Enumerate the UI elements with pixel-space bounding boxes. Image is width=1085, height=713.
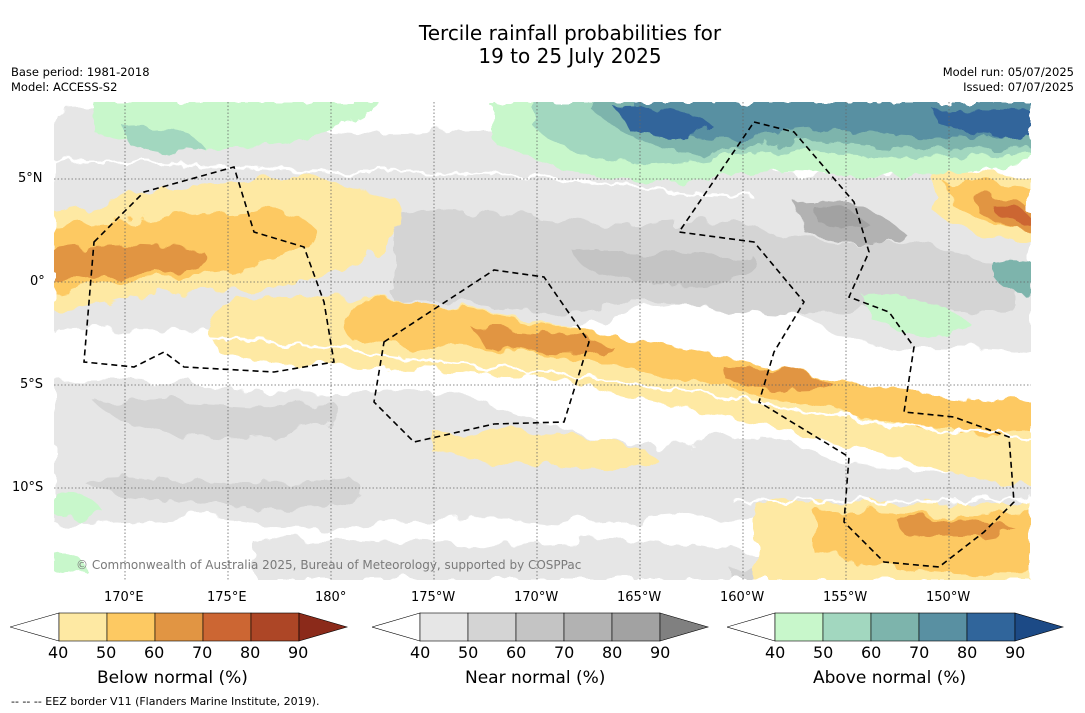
title-line-2: 19 to 25 July 2025 — [478, 44, 662, 68]
eez-footnote: -- -- -- EEZ border V11 (Flanders Marine… — [11, 695, 320, 708]
colorbar-above-tick-90: 90 — [1005, 643, 1026, 662]
category-boundaries — [54, 159, 1031, 504]
colorbar-near-swatch-0 — [372, 612, 421, 642]
colorbar-near-tick-90: 90 — [650, 643, 671, 662]
colorbar-below-tick-80: 80 — [240, 643, 261, 662]
model-name: Model: ACCESS-S2 — [11, 80, 118, 94]
colorbar-near-swatch-3 — [515, 612, 565, 642]
colorbar-below-tick-50: 50 — [96, 643, 117, 662]
colorbar-near-swatch-6 — [659, 612, 710, 642]
lat-label-10s: 10°S — [12, 480, 44, 495]
colorbar-above-tick-80: 80 — [957, 643, 978, 662]
colorbar-near-title: Near normal (%) — [465, 668, 606, 688]
below-normal-field — [54, 169, 1031, 580]
colorbar-near-swatch-4 — [563, 612, 613, 642]
colorbar-near-tick-60: 60 — [506, 643, 527, 662]
lon-label-175e: 175°E — [207, 590, 247, 605]
colorbar-above-normal — [727, 612, 1065, 642]
rainfall-map: © Commonwealth of Australia 2025, Bureau… — [54, 102, 1031, 580]
colorbar-above-swatch-4 — [918, 612, 968, 642]
base-period: Base period: 1981-2018 — [11, 65, 150, 79]
colorbar-near-normal — [372, 612, 710, 642]
lon-label-170e: 170°E — [104, 590, 144, 605]
colorbar-above-swatch-6 — [1014, 612, 1065, 642]
colorbar-below-swatch-1 — [58, 612, 108, 642]
map-canvas — [54, 102, 1031, 580]
colorbar-near-tick-70: 70 — [554, 643, 575, 662]
lat-label-5s: 5°S — [20, 377, 44, 392]
colorbar-below-swatch-4 — [202, 612, 252, 642]
lat-label-5n: 5°N — [18, 171, 43, 186]
colorbar-above-tick-50: 50 — [813, 643, 834, 662]
copyright-notice: © Commonwealth of Australia 2025, Bureau… — [76, 558, 582, 572]
colorbar-below-tick-60: 60 — [144, 643, 165, 662]
colorbar-above-title: Above normal (%) — [813, 668, 967, 688]
colorbar-near-swatch-2 — [467, 612, 517, 642]
lon-label-165w: 165°W — [617, 590, 662, 605]
lon-label-175w: 175°W — [411, 590, 456, 605]
colorbar-near-tick-40: 40 — [410, 643, 431, 662]
colorbar-near-tick-80: 80 — [602, 643, 623, 662]
colorbar-below-normal — [10, 612, 349, 642]
lon-label-155w: 155°W — [823, 590, 868, 605]
colorbar-above-tick-60: 60 — [861, 643, 882, 662]
title-line-1: Tercile rainfall probabilities for — [418, 21, 722, 45]
colorbar-near-swatch-5 — [611, 612, 661, 642]
colorbar-below-tick-40: 40 — [48, 643, 69, 662]
colorbar-below-swatch-0 — [10, 612, 60, 642]
lon-label-170w: 170°W — [514, 590, 559, 605]
colorbar-below-title: Below normal (%) — [97, 668, 248, 688]
eez-borders — [83, 121, 1015, 568]
colorbar-below-swatch-6 — [298, 612, 349, 642]
colorbar-above-swatch-2 — [822, 612, 872, 642]
colorbar-above-swatch-3 — [870, 612, 920, 642]
colorbar-below-tick-90: 90 — [288, 643, 309, 662]
colorbar-above-swatch-1 — [774, 612, 824, 642]
colorbar-below-swatch-2 — [106, 612, 156, 642]
lon-label-180: 180° — [315, 590, 347, 605]
colorbar-near-tick-50: 50 — [458, 643, 479, 662]
above-normal-field — [54, 102, 1031, 576]
colorbar-below-swatch-5 — [250, 612, 300, 642]
colorbar-near-swatch-1 — [419, 612, 469, 642]
colorbar-above-tick-40: 40 — [765, 643, 786, 662]
colorbar-above-swatch-0 — [727, 612, 776, 642]
issued-date: Issued: 07/07/2025 — [963, 80, 1074, 94]
lon-label-150w: 150°W — [926, 590, 971, 605]
model-run: Model run: 05/07/2025 — [942, 65, 1074, 79]
colorbar-above-tick-70: 70 — [909, 643, 930, 662]
lat-label-0: 0° — [30, 274, 45, 289]
colorbar-below-swatch-3 — [154, 612, 204, 642]
lon-label-160w: 160°W — [720, 590, 765, 605]
colorbar-above-swatch-5 — [966, 612, 1016, 642]
colorbar-below-tick-70: 70 — [192, 643, 213, 662]
